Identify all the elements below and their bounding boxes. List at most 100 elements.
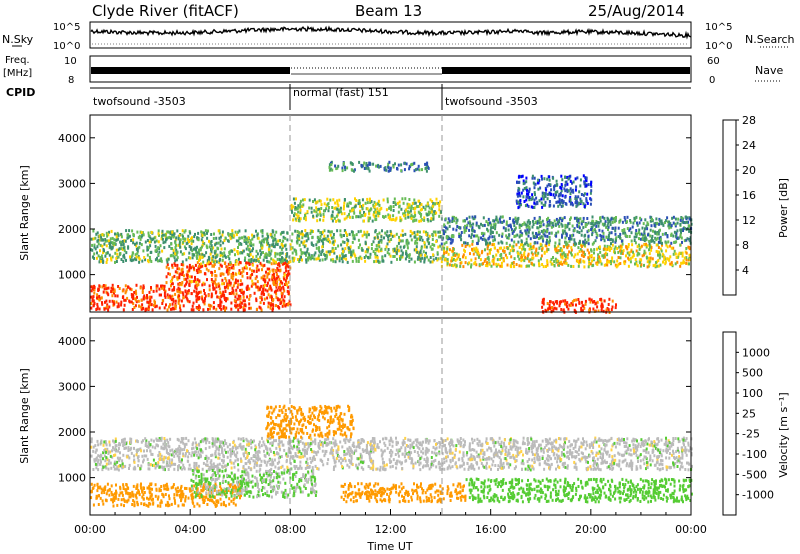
scatter-cell: [578, 231, 581, 234]
scatter-cell: [587, 183, 590, 187]
scatter-cell: [550, 306, 553, 310]
scatter-cell: [284, 258, 286, 262]
scatter-cell: [334, 201, 337, 205]
scatter-cell: [490, 226, 493, 230]
scatter-cell: [400, 446, 403, 450]
scatter-cell: [343, 198, 346, 201]
scatter-cell: [302, 241, 305, 245]
scatter-cell: [275, 240, 278, 244]
scatter-cell: [108, 305, 111, 309]
scatter-cell: [503, 250, 506, 253]
scatter-cell: [535, 247, 538, 251]
scatter-cell: [332, 259, 335, 263]
scatter-cell: [368, 216, 371, 220]
scatter-cell: [273, 259, 276, 263]
scatter-cell: [258, 443, 260, 447]
scatter-cell: [267, 260, 270, 264]
scatter-cell: [381, 256, 384, 260]
scatter-cell: [352, 208, 355, 212]
scatter-cell: [483, 232, 486, 236]
scatter-cell: [451, 239, 454, 243]
scatter-cell: [580, 451, 583, 455]
scatter-cell: [319, 218, 321, 222]
scatter-cell: [246, 295, 249, 299]
scatter-cell: [430, 210, 433, 214]
scatter-cell: [351, 162, 354, 166]
freq-label-2: [MHz]: [3, 68, 32, 79]
scatter-cell: [310, 230, 313, 234]
scatter-cell: [216, 253, 219, 257]
scatter-cell: [492, 226, 495, 230]
scatter-cell: [262, 264, 265, 268]
scatter-cell: [408, 453, 411, 457]
scatter-cell: [252, 247, 254, 251]
scatter-cell: [171, 230, 174, 234]
scatter-cell: [588, 308, 591, 312]
scatter-cell: [276, 243, 279, 246]
scatter-cell: [422, 250, 425, 254]
scatter-cell: [487, 229, 489, 233]
scatter-cell: [462, 265, 465, 269]
scatter-cell: [107, 308, 110, 312]
scatter-cell: [105, 299, 108, 303]
scatter-cell: [150, 231, 153, 234]
scatter-cell: [244, 229, 247, 233]
scatter-cell: [304, 229, 307, 232]
scatter-cell: [607, 260, 610, 264]
scatter-cell: [330, 236, 333, 240]
scatter-cell: [432, 217, 435, 221]
scatter-cell: [170, 453, 173, 457]
scatter-cell: [553, 260, 556, 263]
scatter-cell: [645, 242, 648, 246]
scatter-cell: [246, 272, 249, 275]
scatter-cell: [164, 233, 167, 237]
scatter-cell: [451, 220, 454, 223]
scatter-cell: [570, 248, 573, 252]
scatter-cell: [446, 227, 449, 231]
scatter-cell: [272, 298, 275, 301]
scatter-cell: [159, 244, 162, 248]
scatter-cell: [605, 439, 608, 443]
scatter-cell: [325, 256, 328, 260]
scatter-cell: [269, 306, 272, 310]
scatter-cell: [430, 206, 433, 210]
scatter-cell: [410, 217, 413, 220]
scatter-cell: [218, 236, 221, 240]
scatter-cell: [368, 209, 370, 213]
scatter-cell: [673, 249, 676, 253]
scatter-cell: [375, 244, 378, 248]
scatter-cell: [608, 297, 611, 301]
scatter-cell: [249, 243, 252, 247]
scatter-cell: [668, 257, 671, 261]
scatter-cell: [414, 239, 417, 243]
scatter-cell: [169, 296, 172, 300]
scatter-cell: [358, 201, 361, 205]
scatter-cell: [533, 201, 536, 205]
scatter-cell: [336, 207, 339, 211]
scatter-cell: [436, 258, 439, 262]
scatter-cell: [448, 219, 451, 223]
scatter-cell: [606, 263, 609, 267]
scatter-cell: [339, 206, 342, 210]
scatter-cell: [212, 255, 215, 259]
scatter-cell: [271, 303, 274, 307]
scatter-cell: [663, 442, 666, 446]
scatter-cell: [161, 302, 164, 305]
scatter-cell: [576, 252, 579, 256]
scatter-cell: [488, 221, 491, 225]
scatter-cell: [196, 271, 199, 274]
scatter-cell: [221, 282, 224, 286]
scatter-cell: [419, 202, 422, 206]
scatter-cell: [259, 261, 262, 265]
scatter-cell: [125, 251, 128, 255]
scatter-cell: [589, 300, 592, 304]
scatter-cell: [662, 260, 664, 264]
scatter-cell: [681, 216, 684, 220]
scatter-cell: [610, 247, 613, 250]
scatter-cell: [651, 218, 653, 221]
scatter-cell: [120, 300, 123, 304]
scatter-cell: [497, 241, 500, 245]
scatter-cell: [209, 261, 212, 265]
scatter-cell: [188, 251, 191, 255]
scatter-cell: [349, 201, 352, 205]
